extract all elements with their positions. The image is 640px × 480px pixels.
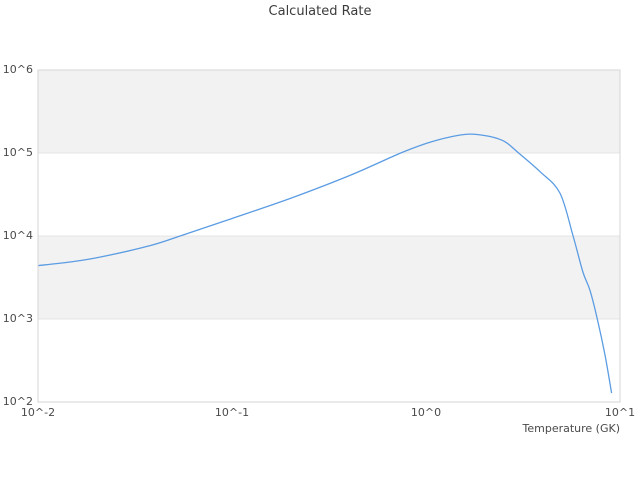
grid-band <box>38 70 620 153</box>
x-tick-label: 10^0 <box>410 406 442 419</box>
rate-curve <box>37 133 613 394</box>
y-tick-label: 10^6 <box>2 63 33 76</box>
x-axis-label: Temperature (GK) <box>522 422 621 435</box>
chart-title: Calculated Rate <box>268 4 372 19</box>
x-tick-label: 10^-1 <box>214 406 250 419</box>
x-tick-label: 10^1 <box>604 406 636 419</box>
plot-border <box>37 69 621 403</box>
y-tick-label: 10^5 <box>2 146 33 159</box>
x-tick-label: 10^-2 <box>20 406 56 419</box>
y-tick-label: 10^3 <box>2 312 33 325</box>
y-tick-label: 10^2 <box>2 395 33 408</box>
y-tick-label: 10^4 <box>2 229 33 242</box>
grid-band <box>38 236 620 319</box>
